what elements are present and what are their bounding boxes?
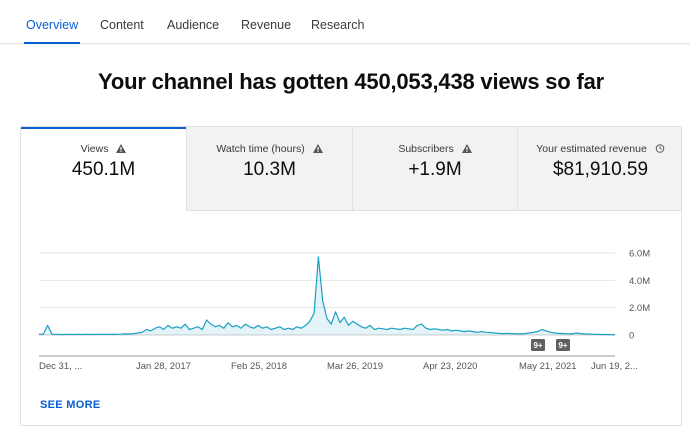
views-line-chart: 6.0M 4.0M 2.0M 0 Dec 31, ... Jan 28, 2017 Feb … — [38, 249, 650, 372]
annotation-badge-label: 9+ — [558, 341, 567, 350]
tab-research[interactable]: Research — [311, 18, 365, 32]
x-tick-label: May 21, 2021 — [519, 361, 577, 372]
see-more-link[interactable]: SEE MORE — [40, 399, 101, 411]
tab-revenue[interactable]: Revenue — [241, 18, 292, 32]
x-tick-label: Apr 23, 2020 — [423, 361, 477, 372]
metric-subscribers[interactable]: Subscribers +1.9M — [353, 127, 518, 211]
x-tick-label: Dec 31, ... — [39, 361, 82, 372]
page-headline: Your channel has gotten 450,053,438 view… — [98, 69, 604, 94]
metric-views[interactable]: Views 450.1M — [21, 127, 187, 211]
annotation-badge — [531, 339, 545, 351]
metric-revenue-label: Your estimated revenue — [536, 143, 647, 155]
y-tick-label: 6.0M — [629, 249, 650, 260]
metric-tabs: Views 450.1M Watch time (hours) 10.3M — [21, 127, 681, 211]
y-tick-label: 0 — [629, 331, 634, 342]
y-tick-label: 4.0M — [629, 276, 650, 287]
y-tick-label: 2.0M — [629, 303, 650, 314]
warning-icon — [312, 144, 323, 153]
clock-icon — [655, 144, 664, 153]
warning-icon — [116, 144, 127, 153]
metric-views-label: Views — [80, 143, 109, 155]
metric-views-label-row: Views — [21, 143, 186, 155]
metric-subscribers-value: +1.9M — [408, 159, 462, 180]
tab-audience[interactable]: Audience — [167, 18, 220, 32]
metric-subscribers-label-row: Subscribers — [353, 143, 517, 155]
metric-watch-time[interactable]: Watch time (hours) 10.3M — [187, 127, 353, 211]
metric-watch-time-value: 10.3M — [243, 159, 296, 180]
metric-subscribers-label: Subscribers — [398, 143, 454, 155]
series-area — [39, 257, 615, 335]
tab-overview[interactable]: Overview — [23, 0, 81, 44]
metric-revenue-label-row: Your estimated revenue — [518, 143, 681, 155]
metric-revenue[interactable]: Your estimated revenue $81,910.59 — [518, 127, 681, 211]
tab-content[interactable]: Content — [100, 18, 144, 32]
metric-watch-time-label: Watch time (hours) — [216, 143, 305, 155]
x-tick-label: Jan 28, 2017 — [136, 361, 191, 372]
x-tick-label: Mar 26, 2019 — [327, 361, 383, 372]
x-tick-label: Feb 25, 2018 — [231, 361, 287, 372]
metric-revenue-value: $81,910.59 — [552, 159, 649, 180]
x-tick-label: Jun 19, 2... — [591, 361, 638, 372]
metric-watch-time-label-row: Watch time (hours) — [187, 143, 352, 155]
annotation-badge-label: 9+ — [533, 341, 542, 350]
metric-views-value: 450.1M — [71, 159, 136, 180]
metrics-card: Views 450.1M Watch time (hours) 10.3M — [20, 126, 682, 426]
analytics-tab-bar: Overview Content Audience Revenue Resear… — [0, 0, 690, 44]
warning-icon — [461, 144, 472, 153]
annotation-badge — [556, 339, 570, 351]
series-line — [38, 256, 615, 336]
